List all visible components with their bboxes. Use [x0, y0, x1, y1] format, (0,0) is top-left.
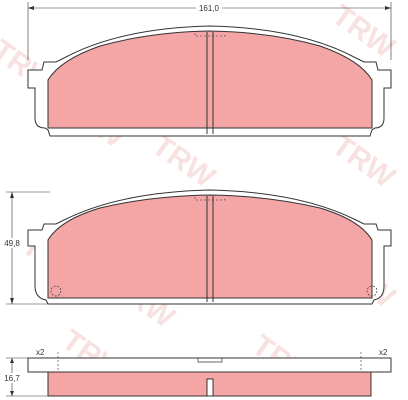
watermark-text-3: TRW: [146, 129, 221, 195]
backing-plate-side: [27, 357, 392, 373]
width-label-bg: [196, 3, 222, 12]
width-label: 161,0: [199, 4, 220, 13]
brake-pad-side-view: [27, 352, 392, 397]
height-label-bg: [2, 238, 22, 248]
friction-material: [47, 30, 373, 129]
friction-material: [47, 194, 373, 299]
height-label: 49,8: [4, 239, 20, 248]
quantity-label-right: x2: [379, 348, 388, 357]
brake-pad-front: [27, 25, 392, 137]
brake-pad-rear: [27, 189, 392, 305]
wear-indicator-mark: [194, 33, 226, 37]
wear-indicator-mark: [194, 197, 226, 201]
rivet-hole-right: [366, 285, 378, 297]
quantity-label-left: x2: [36, 348, 45, 357]
rivet-hole-left: [50, 285, 62, 297]
watermark-text-6: TRW: [326, 129, 401, 195]
thickness-label: 16,7: [4, 374, 20, 383]
thickness-label-bg: [2, 373, 22, 383]
clip-tab: [197, 358, 223, 363]
center-slot-side: [206, 378, 214, 397]
